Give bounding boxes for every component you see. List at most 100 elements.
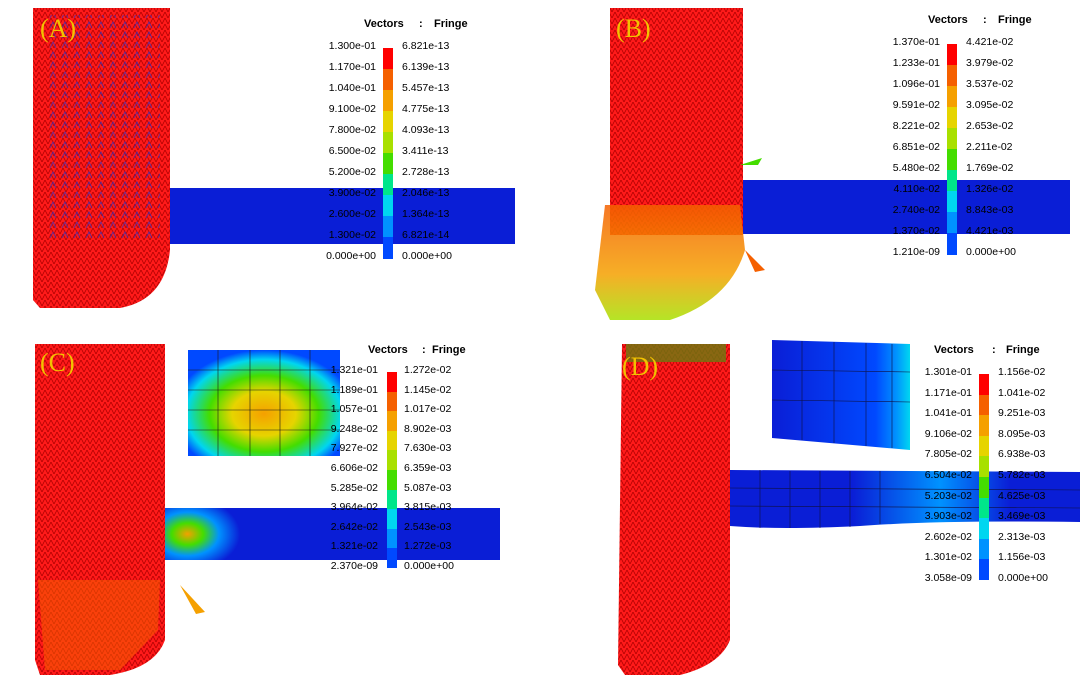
color-scale-segment [979,374,989,396]
legend-vector-value: 4.110e-02 [893,183,940,195]
legend-fringe-title: Fringe [432,344,466,356]
legend-fringe-value: 5.457e-13 [402,82,450,94]
legend-row: 2.740e-02 8.843e-03 [864,204,1064,224]
color-scale-segment [387,509,397,530]
color-scale-segment [387,489,397,510]
legend-row: 1.300e-01 6.821e-13 [300,40,500,60]
panel-b-scene [595,8,1070,320]
legend-row: 1.040e-01 5.457e-13 [300,82,500,102]
legend-fringe-value: 0.000e+00 [998,572,1048,584]
legend-row: 6.500e-02 3.411e-13 [300,145,500,165]
panel-a-scene [33,8,515,308]
legend-fringe-value: 8.843e-03 [966,204,1014,216]
legend-vector-value: 5.200e-02 [328,166,376,178]
legend-row: 6.606e-02 6.359e-03 [302,462,502,482]
legend-vector-value: 1.210e-09 [892,246,940,258]
legend-row: 4.110e-02 1.326e-02 [864,183,1064,203]
legend-row: 1.321e-02 1.272e-03 [302,540,502,560]
color-scale-segment [947,107,957,129]
legend-vector-value: 7.800e-02 [328,124,376,136]
legend-vector-value: 5.285e-02 [330,481,378,494]
legend-row: 3.964e-02 3.815e-03 [302,501,502,521]
legend-vector-value: 8.221e-02 [892,120,940,132]
color-scale-segment [383,69,393,91]
color-scale-segment [947,86,957,108]
legend-fringe-value: 1.145e-02 [404,383,452,396]
projectile-body [610,8,743,235]
legend-fringe-value: 1.156e-02 [998,366,1046,378]
color-scale-segment [383,237,393,259]
color-scale-segment [387,470,397,491]
color-scale-segment [383,216,393,238]
legend-row: 9.106e-02 8.095e-03 [896,428,1080,448]
legend-vector-value: 6.851e-02 [892,141,940,153]
legend-vector-value: 1.301e-02 [924,551,972,564]
legend-fringe-value: 0.000e+00 [402,250,452,262]
legend-row: 5.200e-02 2.728e-13 [300,166,500,186]
legend-fringe-value: 3.537e-02 [966,78,1014,90]
legend-fringe-value: 6.821e-14 [402,229,450,241]
legend-fringe-value: 1.017e-02 [404,403,452,416]
color-scale-segment [387,372,397,393]
legend-vector-value: 1.301e-01 [924,366,972,378]
legend-row: 1.370e-02 4.421e-03 [864,225,1064,245]
legend-fringe-title: Fringe [998,14,1032,26]
ejected-plug [772,340,910,450]
legend-separator: : [419,18,423,30]
plug-grid [188,350,340,456]
legend-fringe-value: 2.046e-13 [402,187,450,199]
color-scale-segment [979,559,989,581]
plate [740,180,1070,234]
legend-vectors-title: Vectors [368,344,408,356]
legend-separator: : [422,344,426,356]
color-scale-segment [387,528,397,549]
panel-a: (A) Vectors: Fringe 1.300e-01 6.821e-13 1.1… [0,0,540,330]
panel-label: (D) [622,352,659,381]
legend-fringe-value: 7.630e-03 [404,442,452,455]
legend-fringe-value: 8.902e-03 [404,422,452,435]
color-scale-bar [383,48,393,259]
legend-row: 1.301e-01 1.156e-02 [896,366,1080,386]
legend-vector-value: 1.171e-01 [924,386,972,399]
legend-row: 0.000e+00 0.000e+00 [300,250,500,270]
plate-grid [729,470,1080,528]
legend-row: 7.805e-02 6.938e-03 [896,448,1080,468]
panel-c: (C) Vectors: Fringe 1.321e-01 1.272e-02 1.1… [0,330,540,683]
legend-fringe-value: 1.272e-03 [404,540,452,553]
legend-row: 1.321e-01 1.272e-02 [302,364,502,384]
fragment-arrow [180,585,205,614]
color-scale-segment [979,435,989,457]
legend-fringe-value: 2.211e-02 [966,141,1013,153]
legend-row: 1.300e-02 6.821e-14 [300,229,500,249]
legend-fringe-value: 8.095e-03 [998,427,1046,440]
legend-row: 6.851e-02 2.211e-02 [864,141,1064,161]
legend-fringe-value: 6.821e-13 [402,40,450,52]
legend-fringe-value: 9.251e-03 [998,407,1046,420]
legend-vector-value: 2.740e-02 [892,204,940,216]
deformed-tip [38,580,160,670]
legend-vector-value: 9.106e-02 [924,427,972,440]
legend-row: 1.057e-01 1.017e-02 [302,403,502,423]
legend-fringe-title: Fringe [1006,344,1040,356]
legend-vector-value: 6.504e-02 [924,469,972,481]
legend-fringe-title: Fringe [434,18,468,30]
legend-vector-value: 1.041e-01 [924,407,972,420]
legend-vector-value: 9.248e-02 [330,422,378,435]
legend-fringe-value: 1.041e-02 [998,386,1046,399]
legend-fringe-value: 4.093e-13 [402,124,450,136]
panel-b: (B) Vectors: Fringe 1.370e-01 4.421e-02 1.2… [540,0,1080,330]
legend-fringe-value: 3.469e-03 [998,510,1046,523]
color-scale-segment [947,149,957,171]
color-scale-bar [979,374,989,581]
legend-vector-value: 2.600e-02 [328,208,376,220]
legend-row: 6.504e-02 5.782e-03 [896,469,1080,489]
legend-fringe-value: 3.095e-02 [966,99,1014,111]
color-scale-segment [979,415,989,437]
legend-fringe-value: 4.775e-13 [402,103,450,115]
legend-row: 1.170e-01 6.139e-13 [300,61,500,81]
color-scale-bar [947,44,957,255]
legend-vector-value: 9.100e-02 [328,103,376,115]
legend-row: 1.233e-01 3.979e-02 [864,57,1064,77]
legend-row: 2.600e-02 1.364e-13 [300,208,500,228]
legend-vector-value: 6.606e-02 [330,462,378,474]
